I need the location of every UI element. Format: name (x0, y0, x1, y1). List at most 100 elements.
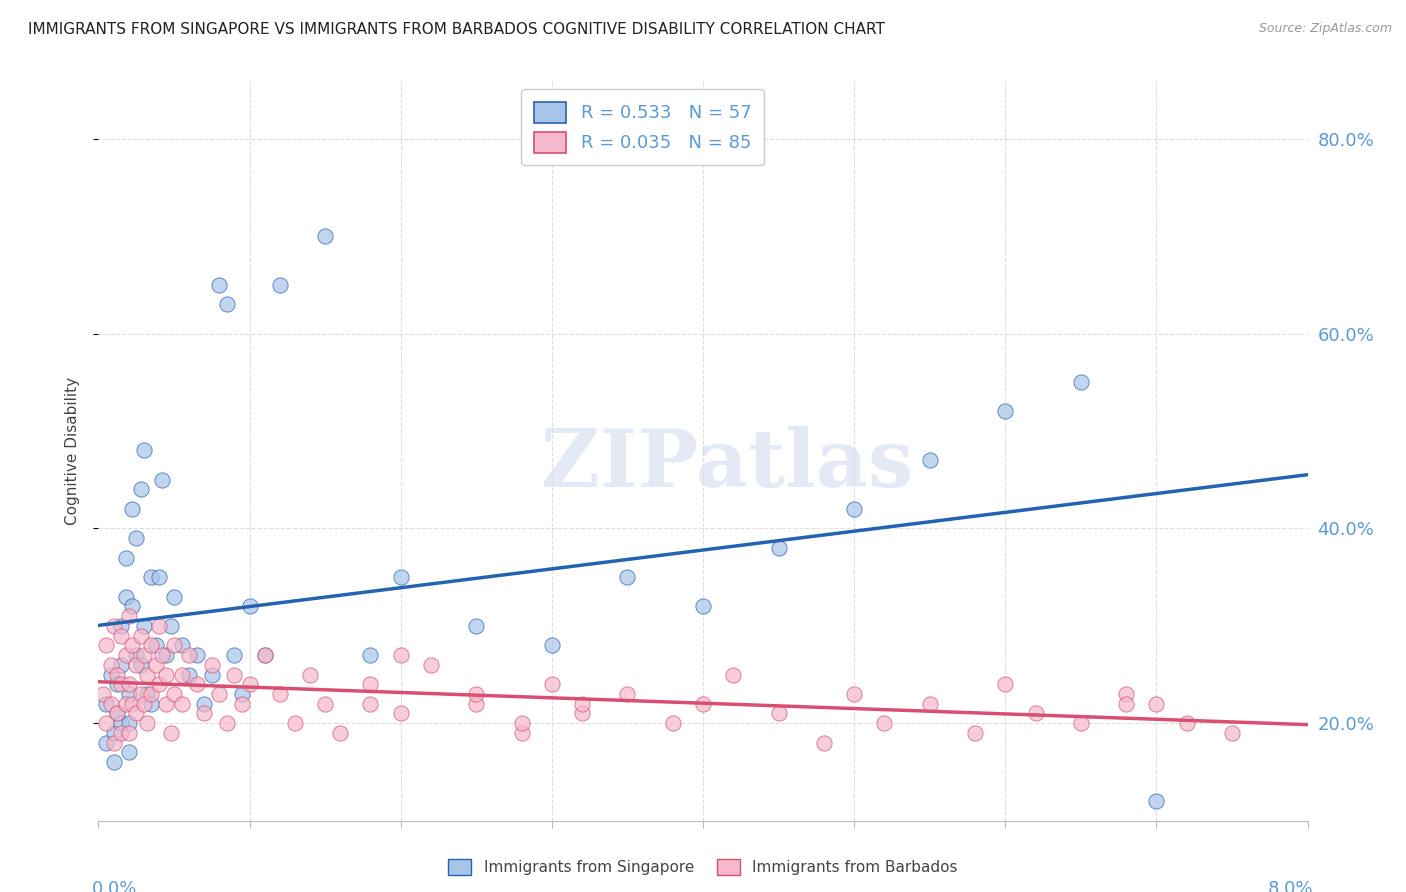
Point (110, 716, 132, 731)
Point (135, 716, 157, 731)
Point (284, 716, 307, 731)
Point (114, 697, 136, 711)
Point (540, 638, 562, 652)
Point (125, 531, 148, 545)
Point (360, 697, 382, 711)
Point (994, 404, 1017, 418)
Point (389, 706, 412, 721)
Point (616, 687, 638, 701)
Point (1070, 376, 1092, 390)
Point (105, 706, 128, 721)
Point (918, 697, 941, 711)
Point (193, 706, 215, 721)
Point (253, 648, 276, 662)
Point (1220, 726, 1243, 740)
Point (208, 687, 231, 701)
Point (253, 648, 276, 662)
Point (148, 677, 170, 691)
Point (155, 697, 177, 711)
Point (145, 657, 167, 672)
Point (571, 706, 593, 721)
Point (110, 629, 132, 643)
Point (129, 657, 152, 672)
Text: IMMIGRANTS FROM SINGAPORE VS IMMIGRANTS FROM BARBADOS COGNITIVE DISABILITY CORRE: IMMIGRANTS FROM SINGAPORE VS IMMIGRANTS … (28, 22, 884, 37)
Legend: R = 0.533   N = 57, R = 0.035   N = 85: R = 0.533 N = 57, R = 0.035 N = 85 (522, 89, 763, 165)
Point (360, 648, 382, 662)
Point (215, 716, 238, 731)
Point (94, 736, 117, 750)
Text: ZIPatlas: ZIPatlas (541, 426, 914, 504)
Point (994, 677, 1017, 691)
Point (208, 277, 231, 292)
Point (125, 648, 148, 662)
Point (224, 667, 246, 681)
Point (844, 502, 866, 516)
Point (661, 716, 683, 731)
Point (179, 667, 201, 681)
Point (114, 648, 136, 662)
Point (141, 697, 163, 711)
Point (465, 687, 488, 701)
Point (389, 570, 412, 584)
Point (132, 648, 155, 662)
Point (100, 657, 122, 672)
Point (118, 726, 141, 740)
Point (239, 599, 262, 614)
Point (299, 667, 322, 681)
Point (692, 599, 714, 614)
Point (121, 502, 143, 516)
Point (110, 677, 132, 691)
Point (329, 726, 352, 740)
Point (110, 657, 132, 672)
Point (132, 443, 155, 458)
Point (160, 726, 183, 740)
Point (269, 277, 291, 292)
Point (121, 697, 143, 711)
Point (114, 550, 136, 565)
Point (155, 648, 177, 662)
Point (125, 706, 148, 721)
Point (1146, 697, 1168, 711)
Point (360, 677, 382, 691)
Point (510, 726, 533, 740)
Point (103, 736, 125, 750)
Point (155, 667, 177, 681)
Point (94, 716, 117, 731)
Point (135, 687, 157, 701)
Point (389, 648, 412, 662)
Point (465, 619, 488, 633)
Point (103, 726, 125, 740)
Point (129, 687, 152, 701)
Point (813, 736, 835, 750)
Point (94, 697, 117, 711)
Point (132, 619, 155, 633)
Point (148, 570, 170, 584)
Point (1025, 706, 1047, 721)
Point (163, 687, 186, 701)
Point (201, 667, 224, 681)
Text: 0.0%: 0.0% (93, 880, 138, 892)
Point (1146, 794, 1168, 808)
Point (150, 648, 173, 662)
Point (114, 590, 136, 604)
Point (103, 619, 125, 633)
Point (100, 697, 122, 711)
Y-axis label: Cognitive Disability: Cognitive Disability (65, 376, 80, 524)
Point (145, 638, 167, 652)
Point (163, 590, 186, 604)
Point (420, 657, 443, 672)
Point (110, 726, 132, 740)
Point (150, 473, 173, 487)
Point (465, 697, 488, 711)
Point (118, 687, 141, 701)
Point (110, 619, 132, 633)
Point (1070, 716, 1092, 731)
Text: Source: ZipAtlas.com: Source: ZipAtlas.com (1258, 22, 1392, 36)
Point (314, 229, 336, 244)
Point (616, 570, 638, 584)
Point (141, 687, 163, 701)
Point (129, 483, 152, 497)
Point (179, 648, 201, 662)
Point (239, 677, 262, 691)
Point (118, 609, 141, 624)
